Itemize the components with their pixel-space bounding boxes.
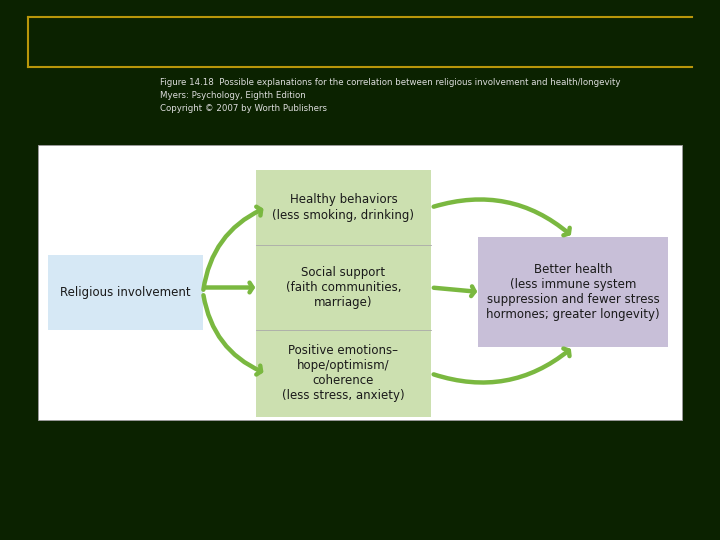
FancyBboxPatch shape [38,145,682,420]
Text: Positive emotions–
hope/optimism/
coherence
(less stress, anxiety): Positive emotions– hope/optimism/ cohere… [282,345,405,402]
Text: Healthy behaviors
(less smoking, drinking): Healthy behaviors (less smoking, drinkin… [272,193,415,221]
Text: Copyright © 2007 by Worth Publishers: Copyright © 2007 by Worth Publishers [160,104,327,113]
FancyBboxPatch shape [256,170,431,417]
Text: Religious involvement: Religious involvement [60,286,191,299]
FancyBboxPatch shape [48,255,203,330]
Text: Figure 14.18  Possible explanations for the correlation between religious involv: Figure 14.18 Possible explanations for t… [160,78,621,87]
Text: Better health
(less immune system
suppression and fewer stress
hormones; greater: Better health (less immune system suppre… [486,263,660,321]
Text: Myers: Psychology, Eighth Edition: Myers: Psychology, Eighth Edition [160,91,306,100]
Text: Social support
(faith communities,
marriage): Social support (faith communities, marri… [286,266,401,309]
FancyBboxPatch shape [478,237,668,347]
